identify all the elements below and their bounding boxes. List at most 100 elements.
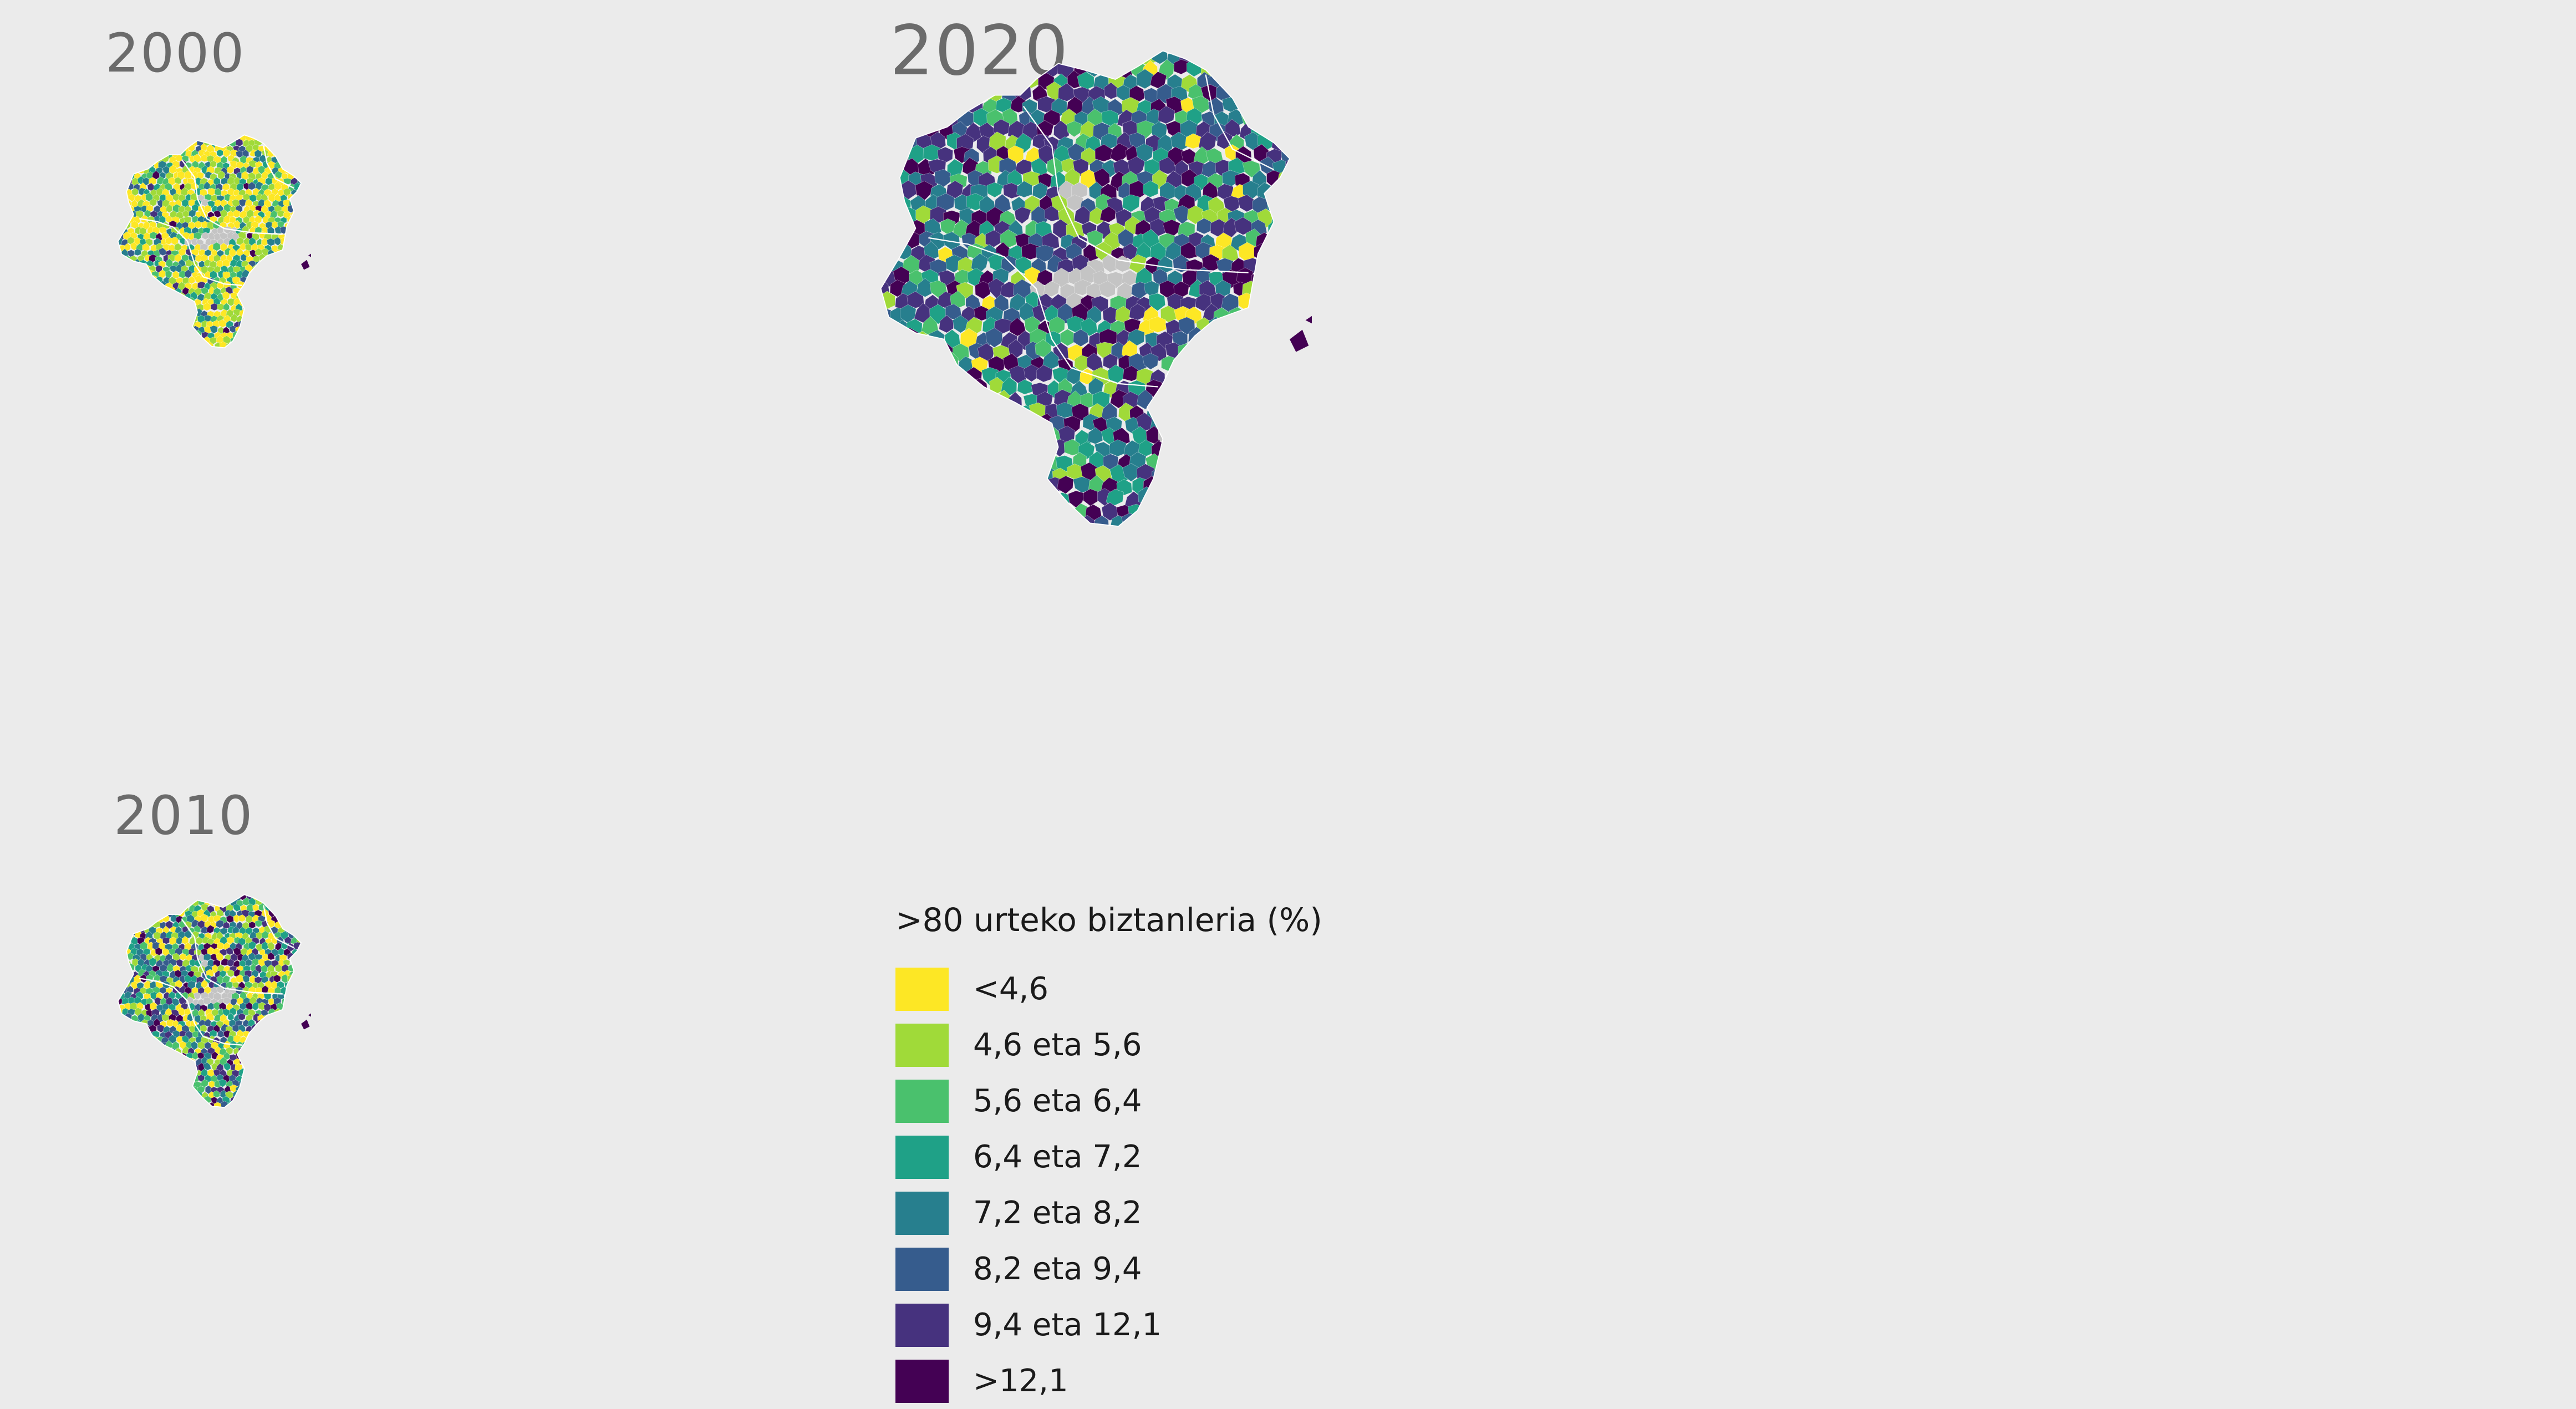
legend-label: 6,4 eta 7,2 xyxy=(973,1139,1142,1175)
municipality-region xyxy=(238,1013,246,1021)
legend-label: 9,4 eta 12,1 xyxy=(973,1307,1162,1343)
municipality-region xyxy=(188,276,195,284)
municipality-region xyxy=(1035,339,1052,358)
municipality-region xyxy=(203,302,211,311)
municipality-region xyxy=(1234,217,1252,235)
municipality-region xyxy=(1161,355,1178,372)
municipality-region xyxy=(1142,353,1159,370)
municipality-region xyxy=(170,913,177,923)
municipality-region xyxy=(1202,254,1220,272)
municipality-region xyxy=(179,953,186,961)
exclave-region xyxy=(1305,316,1312,324)
municipality-region xyxy=(174,253,182,263)
municipality-region xyxy=(1052,50,1070,67)
legend-item: >12,1 xyxy=(895,1353,1322,1409)
legend-item: 6,4 eta 7,2 xyxy=(895,1129,1322,1185)
municipality-region xyxy=(232,209,241,218)
municipality-region xyxy=(242,1008,251,1016)
province-boundary xyxy=(1205,74,1274,170)
municipality-region xyxy=(231,313,238,323)
region-outline xyxy=(117,134,302,349)
municipality-region xyxy=(219,232,227,240)
province-boundary xyxy=(181,159,283,235)
municipality-region xyxy=(226,937,235,945)
legend-title: >80 urteko biztanleria (%) xyxy=(895,901,1322,939)
municipality-region xyxy=(277,210,284,217)
municipality-region xyxy=(1086,230,1103,247)
municipality-region xyxy=(218,319,227,328)
municipality-region xyxy=(160,986,167,994)
legend-label: <4,6 xyxy=(973,971,1048,1007)
province-boundary xyxy=(1022,106,1249,273)
map-title-2000: 2000 xyxy=(105,22,246,84)
municipality-region xyxy=(1103,82,1119,100)
municipality-region xyxy=(206,924,215,934)
municipality-region xyxy=(1066,316,1085,333)
municipality-region xyxy=(1038,144,1055,165)
municipality-region xyxy=(162,243,171,251)
municipality-region xyxy=(128,194,136,202)
municipality-region xyxy=(222,997,231,1005)
municipality-region xyxy=(1187,205,1204,225)
municipality-region xyxy=(1093,168,1110,187)
municipality-region xyxy=(218,1079,227,1087)
municipality-region xyxy=(974,306,990,321)
municipality-region xyxy=(247,181,256,190)
municipality-region xyxy=(1017,379,1033,395)
municipality-region xyxy=(236,161,245,169)
exclave-region xyxy=(301,1019,310,1030)
legend-swatch xyxy=(895,1247,949,1291)
municipality-region xyxy=(174,243,182,251)
municipality-region xyxy=(228,248,236,257)
municipality-region xyxy=(227,969,235,978)
municipality-region xyxy=(150,199,157,207)
legend-swatch xyxy=(895,1135,949,1179)
municipality-region xyxy=(1196,218,1212,235)
municipality-region xyxy=(195,135,203,141)
province-boundary xyxy=(263,905,294,949)
municipality-region xyxy=(1021,243,1040,260)
municipality-region xyxy=(213,266,221,273)
municipality-region xyxy=(254,920,263,928)
municipality-region xyxy=(203,1062,211,1071)
municipality-region xyxy=(229,138,237,147)
exclave-region xyxy=(308,253,311,257)
municipality-region xyxy=(230,337,237,345)
municipality-region xyxy=(261,930,269,939)
municipality-region xyxy=(1158,105,1175,124)
municipality-region xyxy=(1159,157,1176,175)
municipality-region xyxy=(1080,317,1098,337)
municipality-region xyxy=(1043,281,1060,297)
municipality-region xyxy=(1238,194,1255,212)
municipality-region xyxy=(1056,401,1074,418)
choropleth-map-2020 xyxy=(880,50,1312,527)
municipality-region xyxy=(153,1018,161,1027)
municipality-region xyxy=(273,974,281,983)
municipality-region xyxy=(1036,245,1054,262)
municipality-region xyxy=(227,958,235,967)
municipality-region xyxy=(1032,182,1048,200)
municipality-region xyxy=(1143,180,1159,198)
municipality-region xyxy=(1037,96,1055,113)
municipality-region xyxy=(169,1034,177,1044)
municipality-region xyxy=(210,303,218,311)
municipality-region xyxy=(175,154,183,162)
municipality-region xyxy=(166,963,174,973)
legend-swatch xyxy=(895,1079,949,1123)
municipality-region xyxy=(246,927,253,935)
municipality-region xyxy=(232,903,241,912)
municipality-region xyxy=(130,242,138,251)
municipality-region xyxy=(1122,365,1140,382)
municipality-region xyxy=(165,215,173,223)
municipality-region xyxy=(1173,254,1190,273)
municipality-region xyxy=(203,181,211,190)
municipality-region xyxy=(953,315,969,333)
municipality-region xyxy=(1036,364,1053,383)
legend-item: 9,4 eta 12,1 xyxy=(895,1297,1322,1353)
municipality-region xyxy=(203,996,211,1005)
legend-item: 4,6 eta 5,6 xyxy=(895,1017,1322,1073)
municipality-region xyxy=(216,149,223,157)
legend-label: 7,2 eta 8,2 xyxy=(973,1195,1142,1231)
municipality-region xyxy=(1152,50,1168,64)
municipality-region xyxy=(238,914,246,922)
